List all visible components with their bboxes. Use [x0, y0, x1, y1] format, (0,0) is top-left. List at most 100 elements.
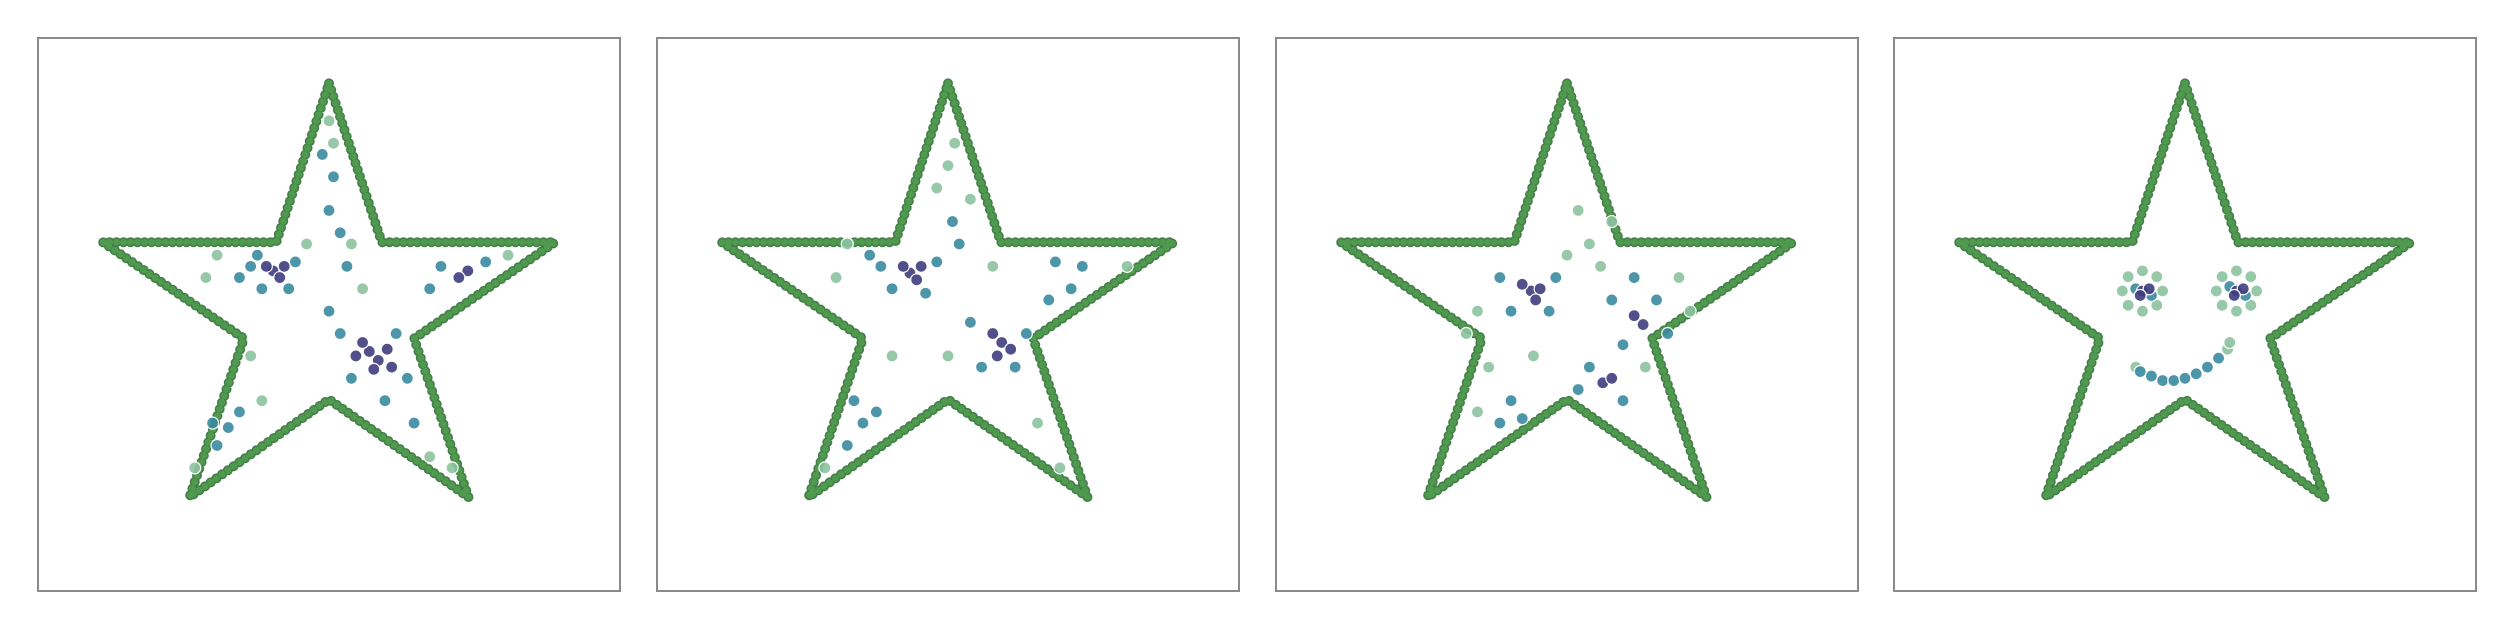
point	[1030, 416, 1045, 430]
point	[322, 304, 336, 318]
point	[1582, 237, 1596, 251]
point	[1504, 394, 1518, 408]
point	[259, 259, 273, 273]
point	[1560, 248, 1574, 262]
point	[1605, 371, 1619, 385]
point	[948, 136, 962, 150]
point	[2135, 264, 2150, 278]
point	[840, 438, 854, 453]
point	[407, 416, 421, 430]
point	[1008, 360, 1022, 374]
point	[210, 248, 224, 262]
point	[232, 405, 247, 419]
point	[1627, 309, 1641, 323]
point	[2236, 282, 2250, 296]
point	[250, 248, 264, 262]
point	[326, 170, 341, 184]
point	[2167, 373, 2181, 388]
point	[1493, 270, 1507, 285]
outline	[718, 79, 1178, 501]
point	[1571, 203, 1585, 217]
point	[277, 259, 291, 273]
point	[986, 259, 1000, 273]
point	[1593, 259, 1608, 273]
panel	[37, 37, 621, 592]
point	[1504, 304, 1518, 318]
point	[1529, 293, 1543, 307]
point	[2133, 364, 2147, 379]
point	[2244, 298, 2258, 312]
point	[221, 420, 235, 435]
outline	[1955, 79, 2415, 501]
point	[974, 360, 989, 374]
point	[423, 282, 437, 296]
point	[1649, 293, 1664, 307]
panel-frame	[1275, 37, 1859, 592]
point	[188, 461, 202, 475]
point	[445, 461, 459, 475]
point	[2209, 284, 2223, 298]
point	[1582, 360, 1596, 374]
point	[896, 259, 910, 273]
point	[2178, 371, 2192, 385]
point	[863, 248, 877, 262]
point	[847, 394, 861, 408]
panel-frame	[656, 37, 1240, 592]
point	[1053, 461, 1067, 475]
point	[2121, 270, 2135, 284]
point	[874, 259, 888, 273]
point	[1627, 270, 1641, 285]
point	[910, 273, 924, 287]
point	[340, 259, 354, 273]
point	[423, 450, 437, 464]
point	[1605, 293, 1619, 307]
point	[2133, 288, 2147, 303]
point	[2135, 304, 2150, 318]
point	[479, 255, 493, 269]
point	[2223, 335, 2237, 350]
point	[885, 282, 899, 296]
point	[282, 282, 296, 296]
point	[232, 270, 247, 285]
point	[1672, 270, 1686, 285]
point	[2227, 288, 2241, 303]
point	[1470, 405, 1485, 419]
point	[349, 349, 363, 363]
point	[273, 270, 287, 285]
point	[2215, 270, 2229, 284]
point	[1004, 342, 1018, 356]
point	[1636, 317, 1650, 332]
point	[856, 416, 870, 430]
point	[2115, 284, 2129, 298]
point	[952, 237, 966, 251]
point	[829, 270, 843, 285]
point	[2156, 373, 2170, 388]
point	[885, 349, 899, 363]
point	[941, 349, 955, 363]
point	[322, 114, 336, 128]
point	[2215, 298, 2229, 312]
point	[2144, 369, 2159, 383]
point	[400, 371, 414, 385]
panel	[656, 37, 1240, 592]
point	[1515, 277, 1529, 291]
point	[2156, 284, 2170, 298]
point	[1542, 304, 1556, 318]
outline	[99, 79, 559, 501]
point	[995, 335, 1009, 350]
point	[1482, 360, 1496, 374]
point	[1470, 304, 1485, 318]
point	[1616, 394, 1630, 408]
point	[355, 335, 370, 350]
point	[210, 438, 224, 453]
point	[1683, 304, 1697, 318]
point	[990, 349, 1004, 363]
point	[2150, 270, 2164, 284]
point	[1064, 282, 1078, 296]
point	[930, 181, 944, 195]
point	[326, 136, 341, 150]
point	[945, 214, 960, 229]
point	[501, 248, 515, 262]
point	[333, 226, 347, 240]
